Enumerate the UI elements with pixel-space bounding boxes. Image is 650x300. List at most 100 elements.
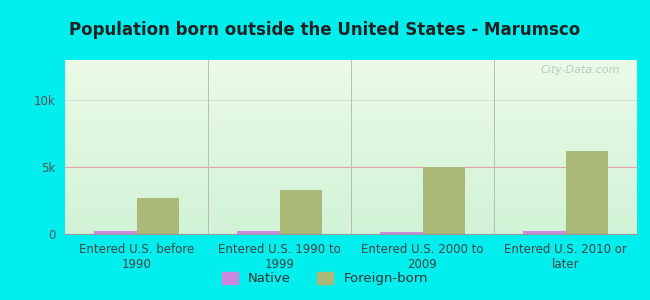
Bar (65, 218, 637, 220)
Bar (65, 105, 637, 107)
Bar (65, 77, 637, 79)
Bar (65, 224, 637, 225)
Bar (65, 158, 637, 159)
Bar (65, 217, 637, 218)
Bar (65, 189, 637, 190)
Bar (65, 171, 637, 173)
Bar (65, 76, 637, 77)
Bar (65, 215, 637, 217)
Bar (65, 135, 637, 137)
Bar (65, 154, 637, 156)
Bar (65, 82, 637, 84)
Bar (65, 79, 637, 81)
Bar (65, 102, 637, 103)
Bar (65, 60, 637, 62)
Bar (65, 147, 637, 149)
Bar (65, 164, 637, 166)
Bar (65, 97, 637, 98)
Bar (65, 201, 637, 203)
Bar (65, 130, 637, 131)
Bar (65, 81, 637, 82)
Text: Population born outside the United States - Marumsco: Population born outside the United State… (70, 21, 580, 39)
Bar (65, 91, 637, 93)
Bar (65, 184, 637, 185)
Bar (65, 126, 637, 128)
Bar (65, 84, 637, 86)
Bar (65, 222, 637, 224)
Bar (65, 168, 637, 170)
Bar (65, 213, 637, 215)
Bar (94, 231, 136, 234)
Bar (65, 192, 637, 194)
Bar (65, 232, 637, 234)
Bar (65, 175, 637, 177)
Bar (65, 212, 637, 213)
Bar (65, 159, 637, 161)
Bar (65, 145, 637, 147)
Bar (566, 151, 608, 234)
Bar (65, 64, 637, 65)
Bar (65, 220, 637, 222)
Bar (65, 119, 637, 121)
Bar (65, 103, 637, 105)
Bar (65, 140, 637, 142)
Bar (136, 198, 179, 234)
Bar (65, 67, 637, 69)
Bar (65, 178, 637, 180)
Bar (65, 203, 637, 204)
Bar (65, 117, 637, 119)
Bar (65, 210, 637, 212)
Bar (65, 74, 637, 76)
Bar (65, 187, 637, 189)
Bar (237, 231, 280, 234)
Bar (65, 88, 637, 90)
Bar (65, 169, 637, 171)
Bar (65, 95, 637, 97)
Bar (65, 138, 637, 140)
Bar (65, 123, 637, 124)
Bar (65, 93, 637, 95)
Bar (65, 143, 637, 145)
Bar (65, 72, 637, 74)
Bar (65, 182, 637, 184)
Bar (65, 225, 637, 227)
Bar (65, 128, 637, 130)
Bar (65, 107, 637, 109)
Bar (65, 109, 637, 110)
Bar (65, 124, 637, 126)
Bar (65, 194, 637, 196)
Bar (65, 197, 637, 199)
Bar (65, 131, 637, 133)
Bar (65, 116, 637, 117)
Bar (65, 185, 637, 187)
Bar (65, 100, 637, 102)
Bar (65, 161, 637, 163)
Bar (65, 208, 637, 210)
Bar (65, 65, 637, 67)
Bar (65, 166, 637, 168)
Bar (65, 177, 637, 178)
Bar (65, 180, 637, 182)
Bar (65, 121, 637, 123)
Bar (65, 110, 637, 112)
Bar (65, 114, 637, 116)
Bar (65, 112, 637, 114)
Bar (65, 142, 637, 143)
Bar (65, 152, 637, 154)
Bar (280, 190, 322, 234)
Bar (65, 86, 637, 88)
Bar (65, 151, 637, 152)
Bar (65, 230, 637, 232)
Bar (65, 204, 637, 206)
Bar (65, 163, 637, 164)
Bar (65, 69, 637, 70)
Bar (422, 167, 465, 234)
Bar (65, 90, 637, 91)
Bar (65, 173, 637, 175)
Bar (65, 156, 637, 158)
Bar (65, 149, 637, 151)
Bar (65, 190, 637, 192)
Bar (65, 98, 637, 100)
Bar (65, 70, 637, 72)
Bar (65, 229, 637, 230)
